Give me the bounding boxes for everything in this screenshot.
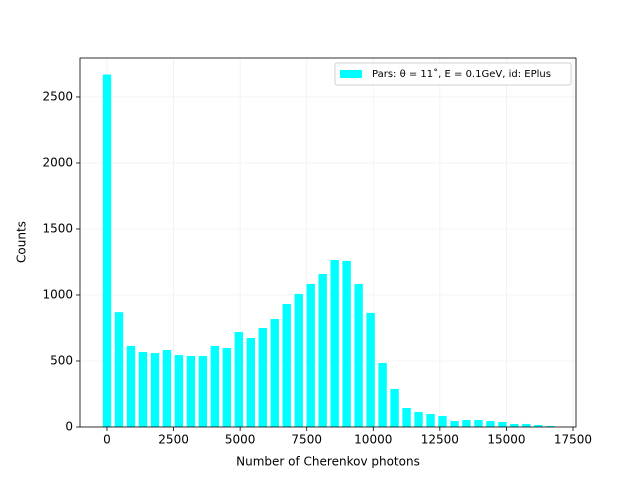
x-tick-label: 5000 [225, 433, 256, 447]
bar [534, 425, 543, 427]
bar [450, 421, 459, 427]
legend: Pars: θ = 11˚, E = 0.1GeV, id: EPlus [334, 62, 572, 86]
bar [522, 423, 531, 427]
bar [162, 350, 172, 427]
bar [138, 352, 148, 427]
bar [402, 407, 411, 427]
bar [114, 312, 124, 427]
bar [102, 74, 112, 427]
bar [210, 345, 220, 427]
x-tick-label: 7500 [291, 433, 322, 447]
bar [186, 355, 196, 427]
bars [102, 74, 555, 427]
bar [474, 420, 483, 427]
x-tick-label: 12500 [421, 433, 459, 447]
bar [150, 353, 160, 427]
bar [330, 259, 339, 427]
bar [390, 388, 399, 427]
x-tick-label: 0 [103, 433, 111, 447]
bar [198, 355, 208, 427]
x-tick-label: 2500 [158, 433, 189, 447]
y-tick-label: 0 [65, 420, 73, 434]
bar [294, 293, 303, 427]
bar [234, 331, 244, 427]
plot-frame [79, 57, 577, 428]
x-tick-label: 17500 [554, 433, 592, 447]
x-tick-label: 15000 [487, 433, 525, 447]
bar [486, 421, 495, 427]
bar [426, 414, 435, 427]
bar [354, 284, 363, 427]
bar [378, 362, 387, 427]
bar [270, 319, 279, 427]
bar [414, 411, 423, 427]
y-tick-label: 1500 [42, 221, 73, 235]
bar [498, 421, 507, 427]
y-tick-label: 1000 [42, 287, 73, 301]
y-tick-label: 2000 [42, 155, 73, 169]
bar [222, 348, 232, 427]
y-tick-label: 2500 [42, 89, 73, 103]
y-tick-label: 500 [50, 353, 73, 367]
bar [246, 338, 255, 427]
bar [174, 355, 184, 427]
legend-label: Pars: θ = 11˚, E = 0.1GeV, id: EPlus [372, 68, 551, 80]
bar [546, 425, 555, 427]
bar [258, 327, 267, 427]
bar [366, 312, 375, 427]
bar [510, 423, 519, 427]
bar [126, 345, 136, 427]
legend-swatch [340, 70, 362, 78]
bar [318, 273, 327, 427]
x-axis-label: Number of Cherenkov photons [236, 455, 420, 469]
bar [462, 420, 471, 427]
bar [282, 303, 291, 427]
bar [342, 260, 351, 427]
bar [438, 416, 447, 427]
legend-box [334, 62, 572, 86]
y-axis-label: Counts [15, 221, 29, 263]
x-tick-label: 10000 [354, 433, 392, 447]
bar [306, 284, 315, 427]
